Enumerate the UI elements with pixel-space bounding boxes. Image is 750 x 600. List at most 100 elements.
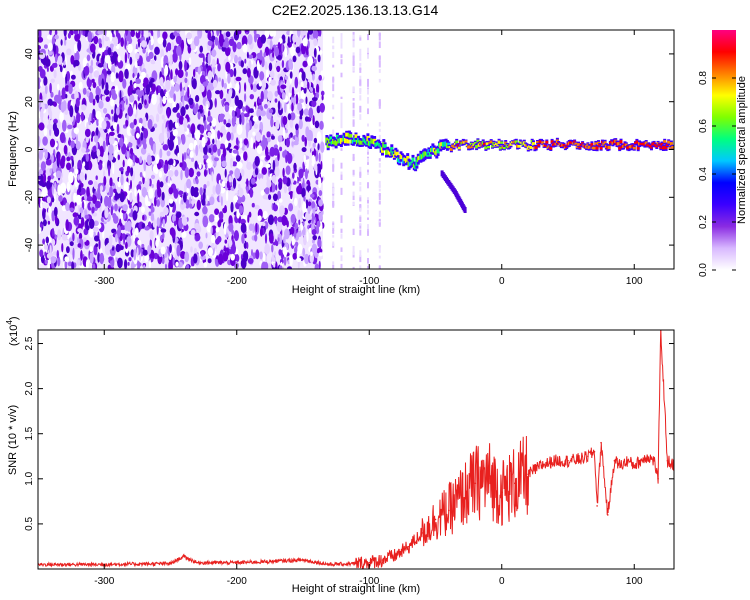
noise-blob — [129, 147, 134, 155]
noise-blob — [181, 217, 185, 223]
noise-blob — [86, 54, 91, 62]
noise-blob — [153, 252, 159, 260]
noise-blob — [73, 30, 79, 36]
spectrogram-x-ticks: -300 -200 -100 0 100 — [94, 30, 643, 287]
noise-blob — [206, 103, 209, 113]
noise-blob — [159, 235, 163, 242]
noise-blob — [108, 165, 111, 177]
noise-blob — [248, 60, 252, 69]
noise-blob — [112, 213, 117, 219]
noise-blob — [253, 142, 256, 150]
noise-blob — [223, 82, 227, 89]
noise-blob — [199, 143, 203, 151]
noise-blob — [175, 159, 180, 165]
ridge-core — [598, 144, 602, 147]
noise-blob — [95, 243, 99, 248]
noise-blob — [224, 239, 228, 244]
noise-streak — [378, 134, 381, 142]
noise-blob — [256, 59, 260, 71]
noise-blob — [93, 135, 99, 143]
noise-blob — [304, 136, 308, 147]
noise-blob — [50, 91, 54, 98]
noise-blob — [279, 265, 283, 269]
noise-blob — [261, 167, 267, 175]
noise-blob — [54, 34, 59, 40]
noise-blob — [231, 229, 235, 236]
noise-blob — [180, 106, 186, 117]
noise-blob — [318, 190, 323, 197]
noise-blob — [284, 228, 290, 240]
noise-blob — [281, 92, 286, 100]
noise-blob — [268, 214, 274, 226]
noise-streak — [332, 165, 335, 172]
noise-blob — [56, 249, 59, 259]
noise-blob — [194, 130, 201, 141]
noise-blob — [250, 137, 254, 149]
noise-blob — [39, 249, 44, 258]
noise-blob — [38, 77, 41, 90]
noise-blob — [226, 81, 232, 90]
noise-blob — [214, 214, 220, 223]
noise-blob — [47, 175, 51, 182]
noise-blob — [103, 176, 107, 186]
noise-blob — [285, 154, 288, 164]
noise-blob — [190, 186, 195, 197]
noise-blob — [255, 222, 258, 233]
noise-blob — [197, 66, 201, 75]
noise-blob — [64, 36, 67, 41]
noise-blob — [307, 81, 310, 90]
noise-blob — [66, 156, 71, 162]
noise-blob — [144, 226, 150, 231]
noise-blob — [266, 131, 271, 138]
noise-blob — [98, 48, 104, 53]
noise-blob — [45, 159, 52, 166]
noise-blob — [311, 229, 317, 236]
noise-blob — [132, 72, 135, 79]
noise-streak — [359, 250, 362, 257]
noise-streak — [367, 88, 369, 95]
noise-blob — [317, 238, 322, 248]
noise-blob — [57, 229, 62, 241]
noise-blob — [244, 234, 247, 239]
snr-point — [448, 509, 450, 512]
noise-blob — [292, 55, 297, 63]
noise-streak — [378, 200, 381, 205]
noise-blob — [228, 38, 235, 47]
noise-blob — [212, 79, 218, 88]
noise-blob — [260, 110, 267, 117]
snr-point — [633, 464, 636, 467]
snr-line — [38, 330, 674, 569]
noise-streak — [332, 182, 335, 190]
noise-blob — [190, 229, 196, 236]
noise-blob — [240, 257, 247, 269]
noise-blob — [259, 49, 263, 61]
noise-blob — [238, 205, 244, 215]
colorbar-label: Normalized spectral amplitude — [736, 76, 748, 224]
noise-blob — [248, 211, 252, 218]
ridge-core — [325, 137, 329, 143]
noise-blob — [167, 175, 171, 184]
noise-blob — [38, 149, 43, 161]
noise-blob — [262, 252, 266, 263]
noise-blob — [226, 180, 230, 189]
noise-blob — [220, 186, 226, 194]
noise-streak — [367, 47, 369, 52]
noise-blob — [207, 70, 213, 81]
noise-blob — [186, 32, 193, 40]
noise-blob — [269, 30, 275, 37]
noise-streak — [367, 169, 369, 173]
noise-blob — [263, 51, 267, 58]
noise-blob — [244, 93, 247, 102]
noise-blob — [85, 153, 90, 162]
noise-streak — [332, 84, 335, 92]
noise-blob — [103, 49, 109, 56]
noise-streak — [378, 255, 381, 259]
noise-blob — [278, 178, 283, 183]
noise-blob — [298, 182, 302, 193]
noise-blob — [127, 207, 130, 215]
noise-streak — [378, 33, 381, 37]
noise-streak — [332, 78, 335, 82]
noise-blob — [232, 177, 237, 189]
noise-blob — [154, 46, 160, 55]
